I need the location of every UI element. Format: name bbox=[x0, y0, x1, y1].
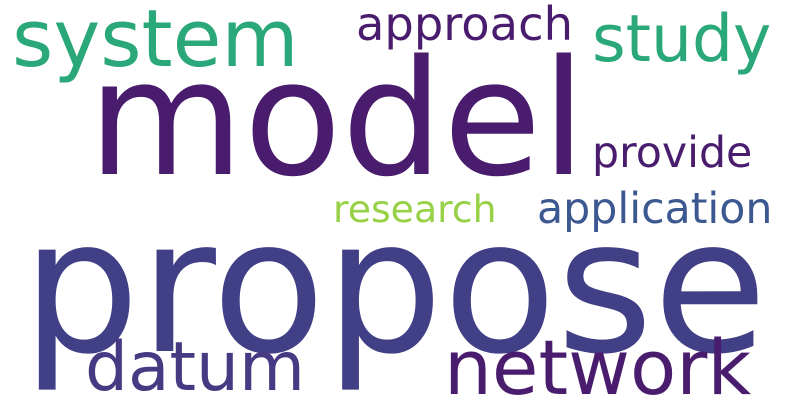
word-provide: provide bbox=[592, 128, 753, 179]
word-study: study bbox=[592, 2, 772, 78]
word-research: research bbox=[333, 186, 497, 231]
word-datum: datum bbox=[85, 327, 305, 400]
word-model: model bbox=[88, 26, 586, 213]
word-network: network bbox=[444, 324, 752, 400]
word-application: application bbox=[537, 184, 773, 235]
word-propose: propose bbox=[22, 179, 768, 396]
word-approach: approach bbox=[356, 0, 573, 51]
word-system: system bbox=[12, 0, 299, 85]
